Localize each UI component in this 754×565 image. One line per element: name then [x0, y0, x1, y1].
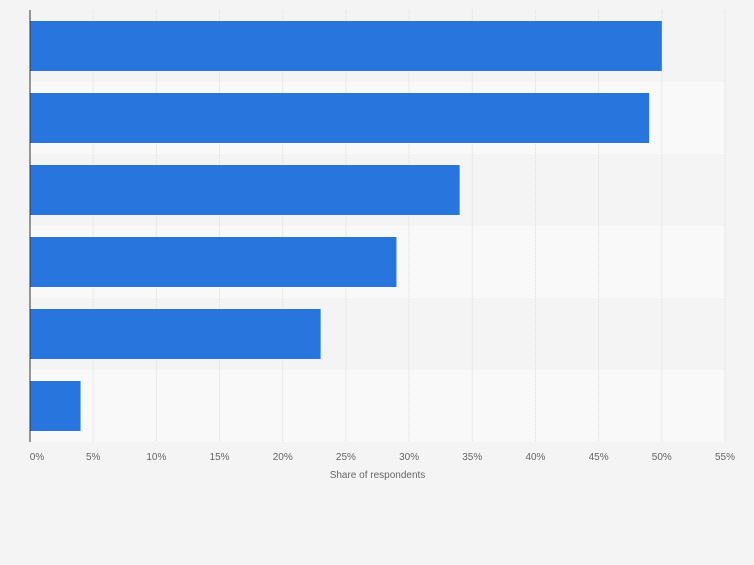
x-tick-label: 35% [462, 452, 482, 463]
x-tick-label: 55% [715, 452, 735, 463]
row-bands [30, 10, 725, 442]
bar [30, 237, 397, 287]
x-tick-label: 30% [399, 452, 419, 463]
x-axis-tick-labels: 0% 5% 10% 15% 20% 25% 30% 35% 40% 45% 50% 55% [30, 452, 735, 463]
x-tick-label: 45% [589, 452, 609, 463]
x-axis-title: Share of respondents [330, 470, 426, 481]
grid-lines [92, 10, 726, 442]
x-tick-label: 20% [273, 452, 293, 463]
bar [30, 21, 662, 71]
x-tick-label: 50% [652, 452, 672, 463]
bar [30, 93, 650, 143]
x-tick-label: 5% [86, 452, 101, 463]
x-tick-label: 15% [210, 452, 230, 463]
bar [30, 381, 81, 431]
x-tick-label: 0% [30, 452, 45, 463]
x-tick-label: 40% [525, 452, 545, 463]
row-band [30, 370, 725, 442]
bars [30, 21, 662, 431]
x-tick-label: 25% [336, 452, 356, 463]
bar [30, 165, 460, 215]
x-tick-label: 10% [146, 452, 166, 463]
bar [30, 309, 321, 359]
